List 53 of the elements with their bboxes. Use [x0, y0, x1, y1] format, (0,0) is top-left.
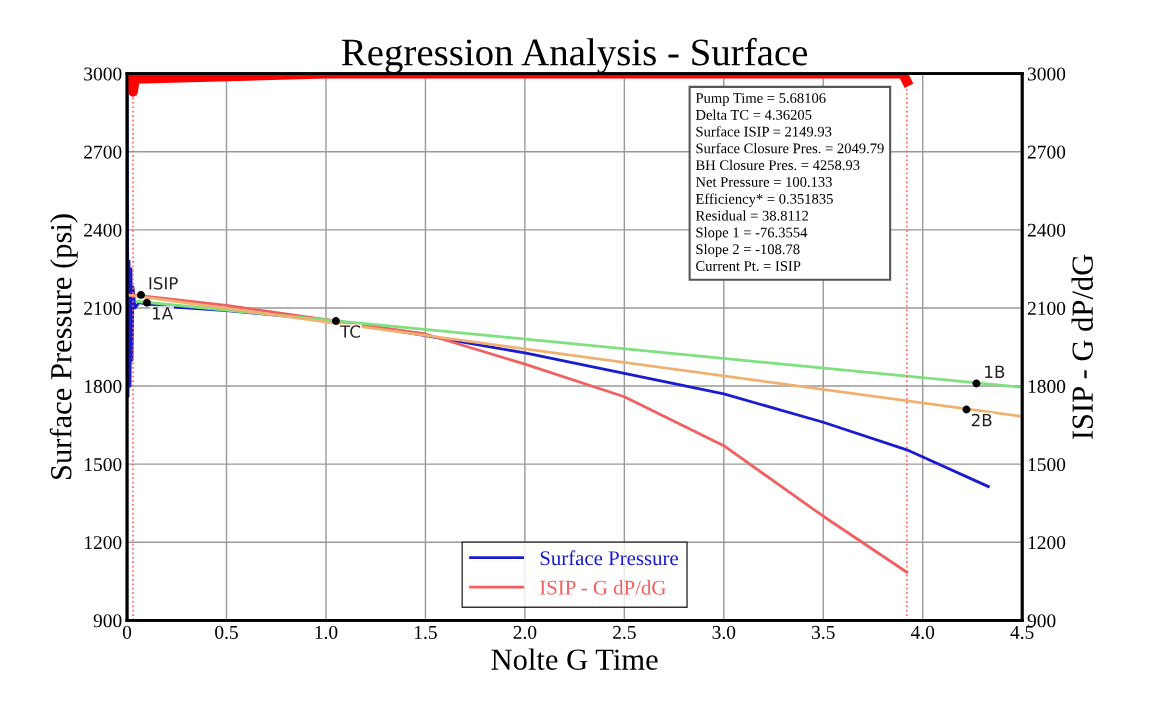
y2-axis-title: ISIP - G dP/dG — [1071, 254, 1093, 440]
y-tick-label: 1500 — [85, 457, 122, 472]
x-tick-label: 2.0 — [513, 625, 537, 640]
annotation: TC — [340, 325, 361, 338]
y-tick-label: 1200 — [85, 536, 122, 550]
y2-tick-label: 2700 — [1027, 145, 1066, 159]
y2-tick-label: 2100 — [1027, 301, 1066, 315]
y2-tick-label: 900 — [1027, 614, 1056, 628]
point — [137, 290, 145, 299]
y-tick-label: 1800 — [85, 379, 122, 393]
y2-tick-label: 1800 — [1028, 379, 1066, 393]
y-tick-label: 900 — [93, 614, 122, 628]
annotation: 1B — [985, 365, 1005, 378]
y-tick-label: 2100 — [84, 301, 122, 315]
x-tick-label: 1.0 — [315, 625, 338, 640]
annotation: BH Closure Pres. = 4258.93 — [695, 159, 860, 171]
annotation: Pump Time = 5.68106 — [695, 93, 826, 106]
point — [331, 317, 340, 325]
x-tick-label: 0 — [122, 625, 132, 639]
annotation: Net Pressure = 100.133 — [695, 177, 832, 187]
x-tick-label: 2.5 — [613, 625, 636, 640]
y2-tick-label: 3000 — [1027, 67, 1066, 81]
x-tick-label: 0.5 — [215, 625, 238, 640]
annotation: Slope 1 = -76.3554 — [696, 227, 808, 241]
annotation: Delta TC = 4.36205 — [695, 109, 812, 120]
annotation: Surface Closure Pres. = 2049.79 — [696, 142, 884, 154]
annotation: Surface ISIP = 2149.93 — [696, 126, 832, 137]
y-axis-title: Surface Pressure (psi) — [49, 214, 78, 480]
annotation: ISIP — [149, 277, 178, 290]
chart-title: Regression Analysis - Surface — [341, 37, 808, 74]
legend-label: Surface Pressure — [540, 550, 678, 566]
x-tick-label: 1.5 — [414, 625, 437, 640]
point — [962, 405, 971, 414]
annotation: Efficiency* = 0.351835 — [695, 193, 833, 207]
annotation: 1A — [152, 307, 173, 320]
x-tick-label: 3.0 — [712, 625, 736, 640]
y2-tick-label: 1500 — [1028, 457, 1066, 472]
point — [142, 298, 151, 307]
y2-tick-label: 1200 — [1028, 536, 1066, 550]
x-tick-label: 3.5 — [812, 625, 835, 640]
x-tick-label: 4.5 — [1010, 625, 1034, 640]
y-tick-label: 3000 — [84, 67, 122, 81]
x-tick-label: 4.0 — [910, 625, 935, 640]
annotation: Residual = 38.8112 — [695, 210, 809, 221]
y2-tick-label: 2400 — [1027, 223, 1066, 237]
annotation: 2B — [971, 413, 992, 427]
annotation: Current Pt. = ISIP — [696, 261, 801, 271]
legend-label: ISIP - G dP/dG — [540, 580, 666, 595]
y-tick-label: 2400 — [84, 223, 122, 237]
x-axis-title: Nolte G Time — [491, 648, 658, 670]
point — [972, 379, 981, 388]
annotation: Slope 2 = -108.78 — [696, 243, 800, 258]
y-tick-label: 2700 — [84, 145, 122, 159]
